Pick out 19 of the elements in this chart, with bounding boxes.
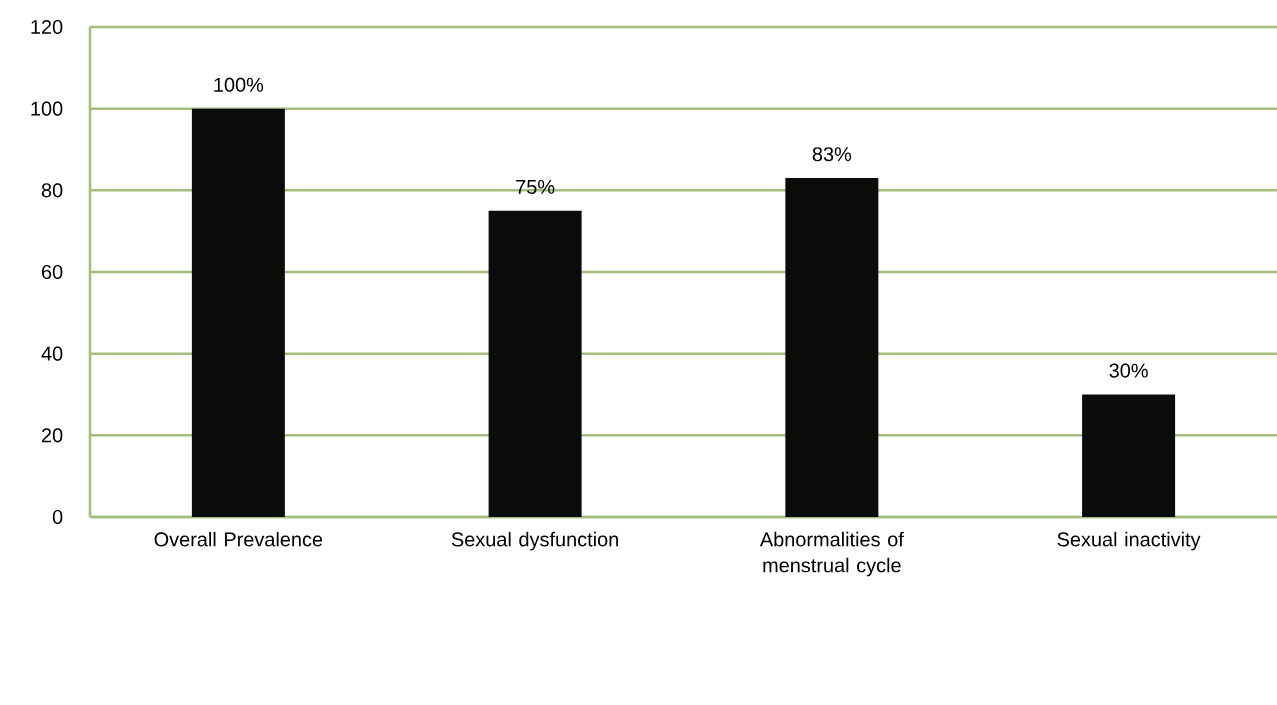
y-tick-label: 120: [31, 19, 63, 35]
bar: [191, 108, 285, 517]
y-tick-label: 0: [52, 509, 63, 525]
y-tick-label: 20: [42, 428, 63, 443]
y-tick-label: 80: [41, 183, 63, 198]
y-tick-label: 100: [31, 101, 63, 116]
bar: [785, 178, 879, 517]
data-label: 83%: [812, 147, 852, 162]
data-label: 100%: [214, 77, 264, 92]
y-tick-label: 60: [42, 264, 63, 280]
x-tick-label: Overall Prevalence: [154, 531, 323, 547]
y-tick-label: 40: [41, 346, 63, 361]
data-label: 75%: [516, 179, 555, 194]
x-tick-label: Abnormalities of menstrual cycle: [759, 531, 904, 577]
bar: [488, 210, 582, 517]
x-tick-label: Sexual inactivity: [1057, 531, 1201, 551]
data-label: 30%: [1109, 363, 1148, 378]
bar: [1082, 394, 1176, 517]
x-tick-label: Sexual dysfunction: [451, 531, 618, 551]
